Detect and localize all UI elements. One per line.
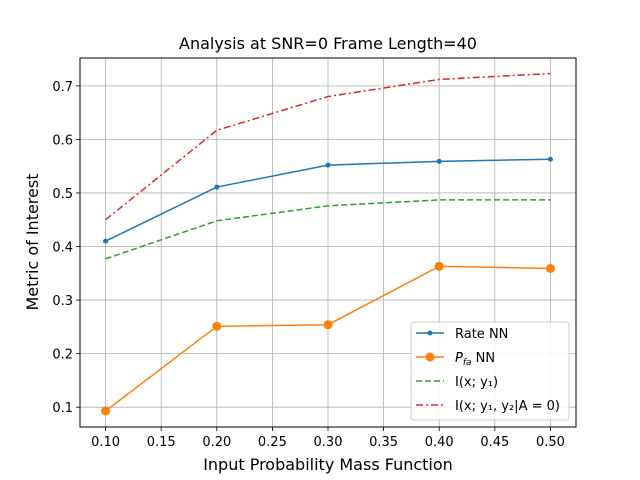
series-rate-nn-point [325, 162, 331, 168]
series-rate-nn-legend-marker [427, 330, 433, 336]
series-rate-nn-point [103, 238, 109, 244]
x-tick-label: 0.40 [425, 435, 454, 450]
series-pfa-nn-legend-marker [425, 352, 435, 362]
series-rate-nn-point [547, 156, 553, 162]
series-pfa-nn-point [212, 321, 222, 331]
x-tick-label: 0.35 [369, 435, 398, 450]
series-i-x-y1-legend-label: I(x; y₁) [455, 375, 498, 390]
series-pfa-nn-point [434, 261, 444, 271]
y-axis-label: Metric of Interest [23, 174, 42, 311]
series-i-x-y1-y2-legend-label: I(x; y₁, y₂|A = 0) [455, 399, 560, 414]
y-tick-label: 0.2 [52, 348, 73, 363]
x-tick-label: 0.10 [91, 435, 120, 450]
series-pfa-nn-legend-label: Pfa NN [455, 351, 495, 368]
x-axis-label: Input Probability Mass Function [203, 455, 453, 474]
y-tick-label: 0.7 [52, 80, 73, 95]
series-layer [101, 72, 555, 416]
x-tick-label: 0.15 [147, 435, 176, 450]
series-pfa-nn-point [323, 320, 333, 330]
y-tick-label: 0.6 [52, 133, 73, 148]
y-tick-label: 0.5 [52, 187, 73, 202]
x-tick-label: 0.25 [258, 435, 287, 450]
legend: Rate NN Pfa NN I(x; y₁) I(x; y₁, y₂|A = 0) [410, 321, 570, 421]
y-tick-label: 0.3 [52, 294, 73, 309]
series-i-x-y1-y2-line [105, 72, 551, 221]
series-pfa-nn-point [101, 406, 111, 416]
y-tick-label: 0.1 [52, 401, 73, 416]
x-tick-label: 0.30 [314, 435, 343, 450]
legend-box [410, 321, 570, 421]
y-tick-label: 0.4 [52, 241, 73, 256]
series-rate-nn-point [436, 158, 442, 164]
series-i-x-y1-line [105, 199, 551, 260]
x-tick-label: 0.20 [202, 435, 231, 450]
ticks: 0.10 0.15 0.20 0.25 0.30 0.35 0.40 0.45 0.50 0.1 0… [52, 80, 565, 450]
series-rate-nn-legend-label: Rate NN [455, 327, 508, 342]
chart-title: Analysis at SNR=0 Frame Length=40 [179, 34, 477, 53]
series-pfa-nn-point [545, 263, 555, 273]
x-tick-label: 0.45 [480, 435, 509, 450]
grid [80, 58, 576, 427]
x-tick-label: 0.50 [536, 435, 565, 450]
series-rate-nn-point [214, 184, 220, 190]
